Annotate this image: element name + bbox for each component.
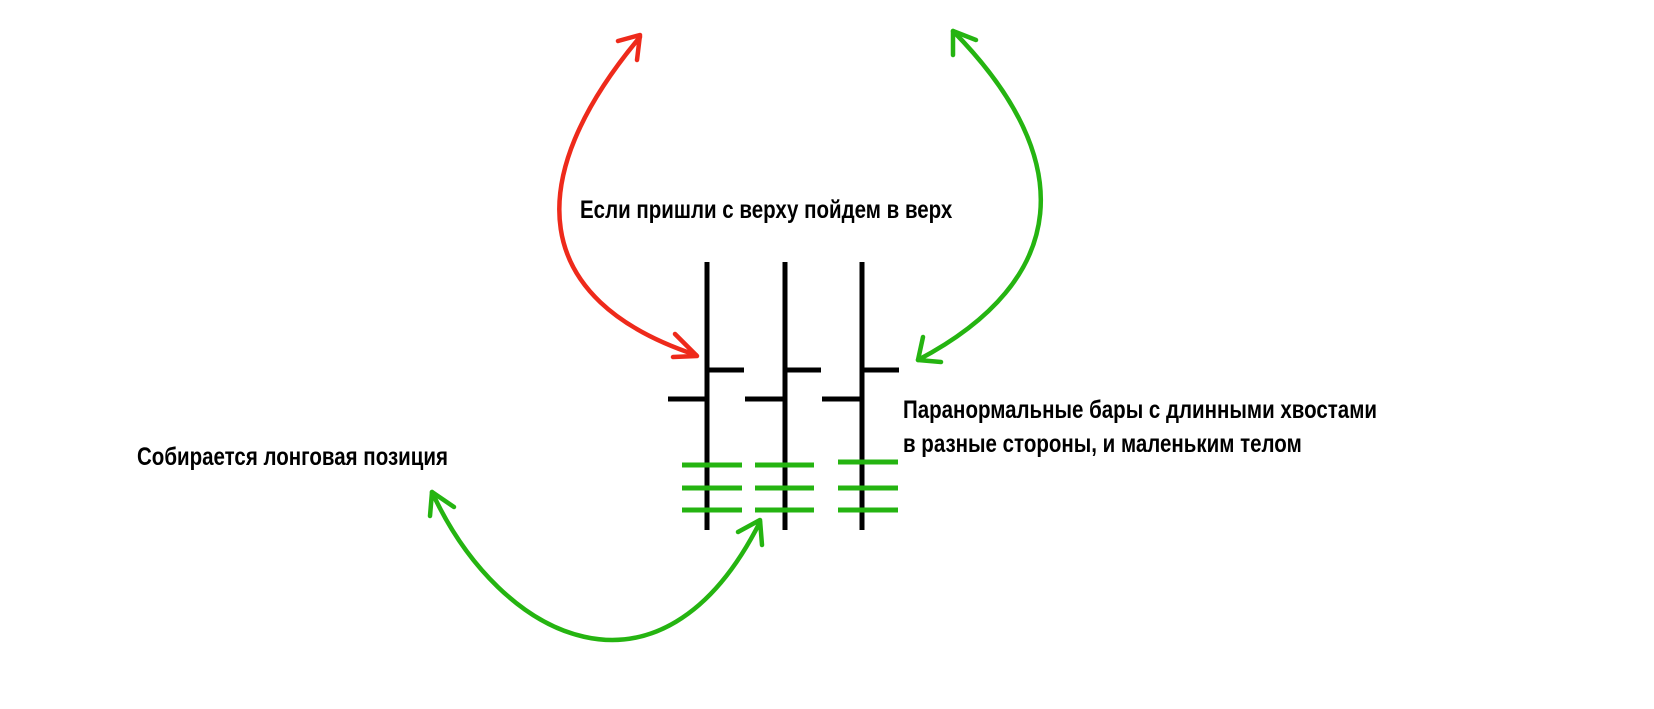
label-top-annotation: Если пришли с верху пойдем в верх [580, 196, 953, 224]
green-arrow-bottom-curve [429, 489, 763, 643]
green-arrow-top-head-bottom [915, 334, 944, 365]
bar-1 [668, 262, 744, 530]
label-right-line-2: в разные стороны, и маленьким телом [903, 430, 1302, 458]
label-right-line-1: Паранормальные бары с длинными хвостами [903, 396, 1377, 424]
red-arrow-head-bottom [670, 331, 700, 360]
green-arrow-bottom-head-left [427, 489, 457, 519]
green-arrow-top [915, 28, 1044, 365]
red-arrow-head-top [615, 32, 643, 63]
accumulation-levels [682, 459, 898, 513]
label-left-annotation: Собирается лонговая позиция [137, 443, 448, 471]
bar-2 [745, 262, 821, 530]
green-arrow-top-curve [915, 28, 1044, 363]
green-arrow-bottom-head-right [735, 517, 765, 548]
bar-3 [822, 262, 899, 530]
label-right-annotation: Паранормальные бары с длинными хвостами … [903, 393, 1377, 461]
green-arrow-bottom [427, 489, 765, 643]
red-arrow-curve [557, 34, 699, 358]
green-arrow-top-head-top [950, 28, 979, 58]
red-arrow [557, 32, 700, 360]
